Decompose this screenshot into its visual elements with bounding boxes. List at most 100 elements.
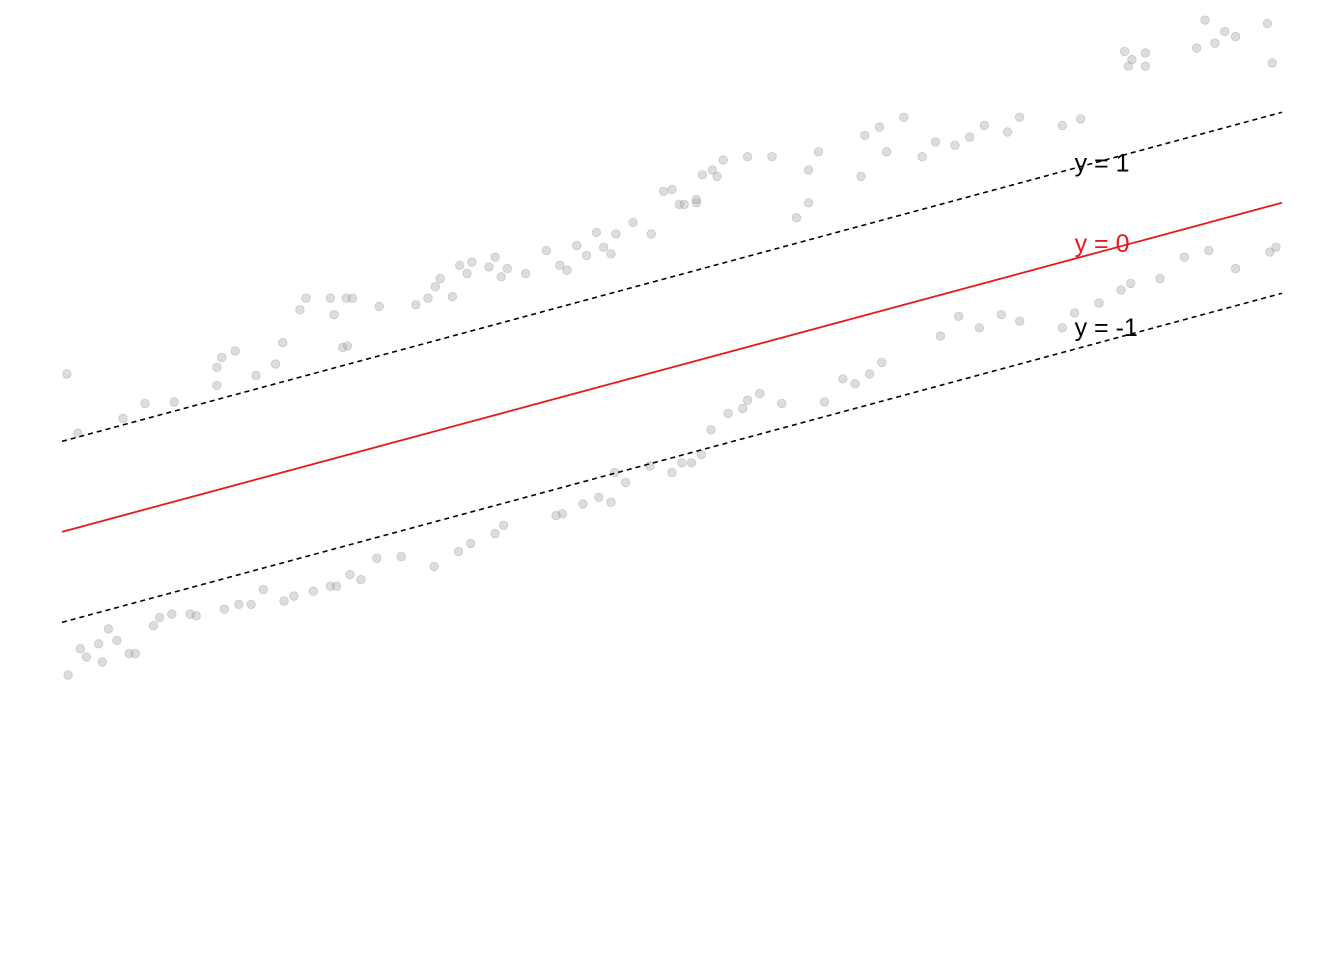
data-point-105: [279, 596, 289, 606]
data-point-78: [1140, 61, 1151, 71]
data-point-145: [996, 310, 1007, 320]
data-point-71: [1002, 127, 1013, 137]
data-point-110: [345, 569, 355, 580]
data-point-24: [435, 273, 445, 284]
data-point-54: [718, 155, 728, 165]
data-point-0: [62, 369, 72, 379]
data-point-11: [278, 337, 288, 348]
data-point-44: [646, 229, 657, 239]
data-point-128: [677, 458, 687, 468]
data-point-48: [679, 199, 689, 210]
data-point-89: [81, 652, 92, 662]
data-point-29: [484, 262, 494, 272]
data-point-10: [270, 359, 281, 369]
data-point-111: [356, 574, 366, 585]
data-point-16: [341, 293, 352, 303]
data-point-15: [329, 310, 339, 320]
data-point-97: [154, 612, 165, 623]
data-point-84: [1230, 31, 1241, 42]
data-point-86: [1267, 58, 1277, 68]
data-point-96: [148, 621, 159, 631]
data-point-61: [856, 171, 866, 182]
data-point-117: [490, 528, 500, 539]
data-point-127: [667, 467, 677, 478]
center-line-label: y = 0: [1075, 230, 1130, 258]
data-point-1: [73, 428, 83, 438]
data-point-87: [63, 670, 73, 680]
data-point-63: [874, 122, 885, 132]
data-point-138: [838, 374, 848, 384]
data-point-20: [374, 301, 384, 312]
data-point-25: [447, 291, 458, 302]
data-point-3: [140, 398, 150, 409]
labels-layer: y = 1 y = 0 y = -1: [1075, 150, 1138, 343]
data-point-67: [930, 137, 941, 147]
data-point-57: [803, 165, 814, 175]
data-point-66: [917, 151, 927, 162]
data-point-156: [1265, 247, 1275, 257]
data-point-91: [97, 657, 108, 667]
data-point-60: [803, 198, 814, 208]
data-point-108: [325, 581, 336, 591]
data-point-41: [606, 249, 616, 259]
data-point-124: [610, 467, 620, 478]
data-point-103: [246, 599, 256, 610]
data-point-17: [347, 293, 358, 303]
data-point-18: [337, 342, 348, 353]
data-point-56: [767, 151, 777, 162]
data-point-113: [396, 551, 406, 562]
data-point-153: [1179, 252, 1190, 262]
data-point-148: [1069, 308, 1080, 318]
data-point-30: [490, 252, 500, 262]
data-point-92: [103, 624, 114, 634]
data-point-95: [130, 648, 140, 659]
data-point-31: [496, 272, 506, 282]
data-point-120: [557, 509, 567, 519]
data-point-93: [112, 635, 122, 646]
data-point-139: [850, 379, 860, 389]
data-point-62: [860, 130, 870, 141]
data-point-144: [974, 323, 985, 333]
data-point-75: [1119, 46, 1130, 57]
data-point-152: [1155, 273, 1165, 284]
data-point-80: [1191, 43, 1202, 53]
data-point-55: [742, 151, 753, 162]
upper-margin-line: [61, 111, 1283, 443]
data-point-8: [230, 346, 240, 356]
data-point-90: [93, 639, 104, 649]
lines-layer: [61, 111, 1283, 624]
data-point-130: [696, 449, 707, 460]
data-point-27: [462, 268, 472, 279]
data-point-122: [594, 492, 604, 503]
data-point-123: [606, 497, 616, 507]
data-point-137: [819, 397, 830, 407]
data-point-37: [572, 240, 582, 251]
lower-margin-label: y = -1: [1075, 314, 1138, 342]
data-point-33: [520, 268, 531, 279]
data-point-72: [1015, 112, 1025, 122]
data-point-2: [118, 413, 128, 424]
data-point-23: [430, 282, 441, 292]
data-point-109: [331, 581, 342, 591]
points-layer: [62, 15, 1281, 680]
data-point-146: [1015, 316, 1025, 326]
data-point-155: [1230, 263, 1241, 274]
data-point-106: [289, 591, 299, 601]
lower-margin-line: [61, 292, 1283, 624]
data-point-82: [1210, 38, 1220, 48]
data-point-76: [1123, 61, 1134, 71]
data-point-7: [217, 352, 227, 363]
data-point-118: [498, 520, 509, 531]
data-point-141: [877, 357, 887, 368]
data-point-51: [697, 170, 708, 180]
data-point-151: [1125, 278, 1136, 289]
data-point-112: [372, 553, 382, 563]
data-point-42: [611, 229, 621, 239]
data-point-133: [738, 403, 748, 414]
data-point-125: [620, 477, 631, 488]
data-point-140: [864, 369, 875, 379]
data-point-147: [1057, 323, 1068, 333]
data-point-121: [578, 499, 588, 509]
center-line: [61, 201, 1283, 533]
